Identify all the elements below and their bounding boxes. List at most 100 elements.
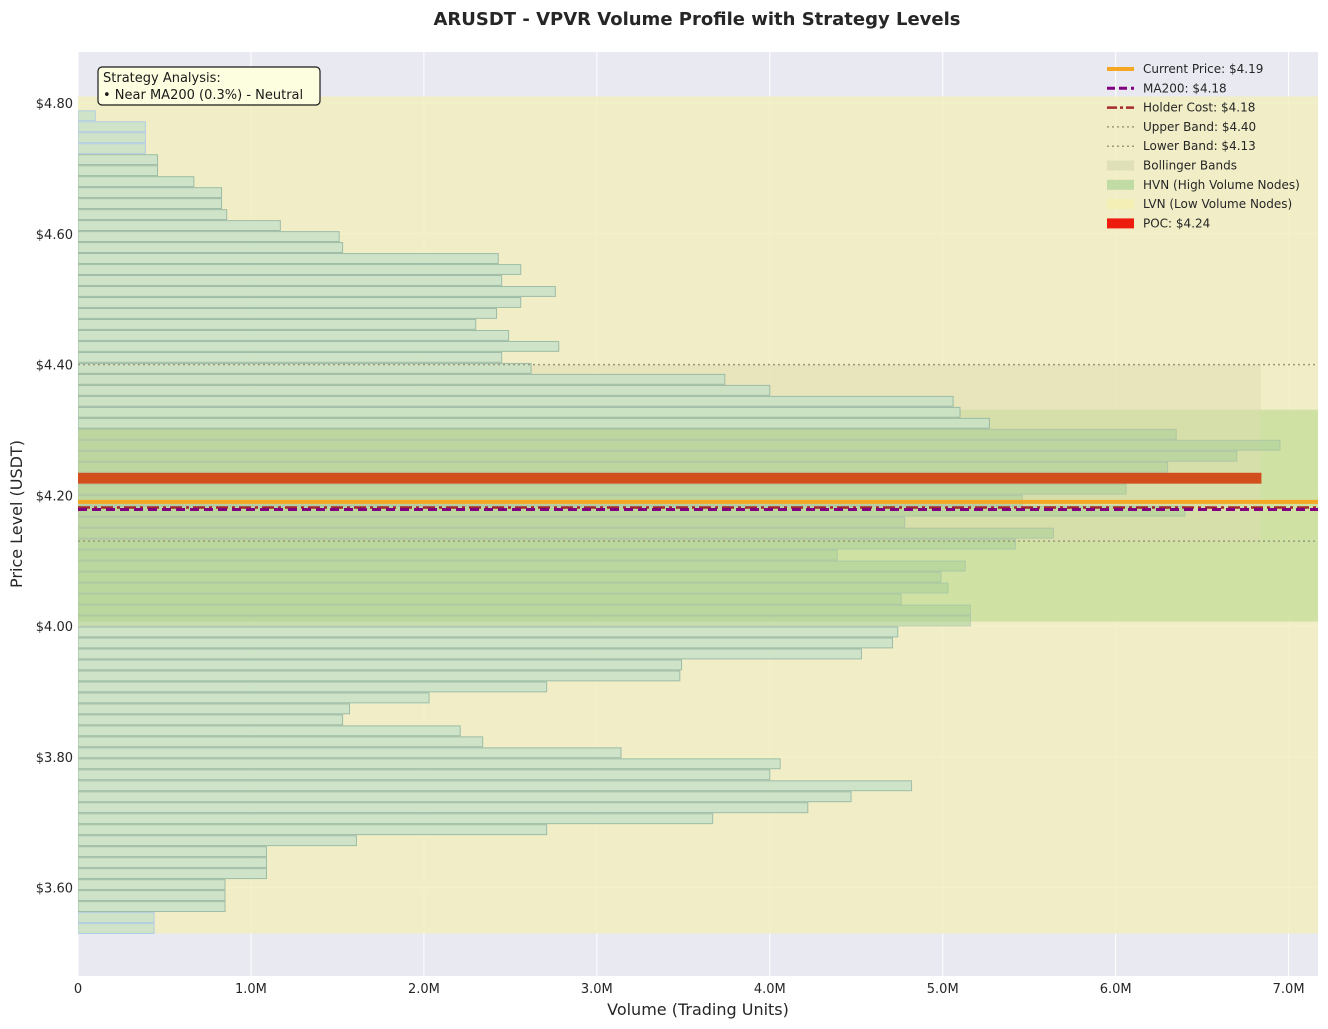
chart-title: ARUSDT - VPVR Volume Profile with Strate… — [433, 9, 960, 30]
volume-bar — [78, 439, 1281, 451]
y-tick-label: $4.80 — [36, 97, 73, 112]
y-axis-ticks: $3.60 $3.80 $4.00 $4.20 $4.40 $4.60 $4.80 — [36, 97, 73, 897]
legend-label: POC: $4.24 — [1143, 216, 1210, 230]
annotation-line-2: • Near MA200 (0.3%) - Neutral — [103, 88, 303, 103]
volume-bar — [78, 308, 498, 319]
volume-bars — [78, 110, 1281, 934]
volume-bar — [78, 857, 268, 869]
volume-bar — [78, 231, 340, 243]
legend-label: Holder Cost: $4.18 — [1143, 101, 1255, 115]
annotation-box — [97, 66, 321, 106]
legend-lvn-swatch — [1107, 199, 1134, 210]
volume-bar — [78, 187, 223, 199]
volume-bar — [78, 143, 146, 155]
legend-label: Bollinger Bands — [1143, 159, 1237, 173]
strategy-annotation: Strategy Analysis: • Near MA200 (0.3%) -… — [97, 66, 321, 106]
volume-bar — [78, 198, 223, 210]
volume-bar — [78, 253, 499, 264]
volume-bar — [78, 879, 226, 891]
x-tick-label: 4.0M — [754, 982, 786, 997]
volume-bar — [78, 813, 714, 825]
volume-bar — [78, 615, 971, 627]
legend-label: Lower Band: $4.13 — [1143, 139, 1256, 153]
volume-bar — [78, 747, 622, 759]
volume-bar — [78, 846, 268, 858]
x-tick-label: 3.0M — [581, 982, 613, 997]
volume-bar — [78, 835, 357, 847]
volume-bar — [78, 373, 726, 385]
volume-bar — [78, 923, 155, 934]
volume-bar — [78, 582, 949, 594]
volume-bar — [78, 483, 1127, 495]
volume-bar — [78, 154, 159, 166]
y-tick-label: $4.20 — [36, 489, 73, 504]
volume-bar — [78, 626, 899, 638]
volume-bar — [78, 758, 781, 770]
volume-bar — [78, 297, 522, 308]
volume-bar — [78, 593, 902, 605]
volume-bar — [78, 450, 1238, 462]
volume-bar — [78, 286, 556, 297]
volume-bar — [78, 329, 510, 341]
volume-bar — [78, 417, 990, 429]
volume-bar — [78, 242, 344, 253]
volume-bar — [78, 351, 503, 363]
volume-bar — [78, 428, 1177, 440]
volume-bar — [78, 670, 681, 682]
legend-label: Upper Band: $4.40 — [1143, 120, 1256, 134]
volume-bar — [78, 901, 226, 913]
volume-bar — [78, 637, 894, 649]
legend: Current Price: $4.19 MA200: $4.18 Holder C… — [1107, 62, 1300, 230]
legend-label: HVN (High Volume Nodes) — [1143, 178, 1300, 192]
volume-bar — [78, 121, 146, 133]
volume-bar — [78, 395, 954, 407]
x-tick-label: 7.0M — [1273, 982, 1305, 997]
volume-bar — [78, 176, 195, 188]
volume-bar — [78, 461, 1169, 473]
volume-bar — [78, 604, 971, 616]
volume-bar — [78, 692, 430, 704]
y-tick-label: $4.00 — [36, 620, 73, 635]
volume-bar — [78, 406, 961, 418]
y-axis-label: Price Level (USDT) — [7, 440, 26, 588]
x-tick-label: 0 — [74, 982, 82, 997]
volume-bar — [78, 868, 268, 880]
x-tick-label: 6.0M — [1100, 982, 1132, 997]
x-axis-ticks: 0 1.0M 2.0M 3.0M 4.0M 5.0M 6.0M 7.0M — [74, 982, 1305, 997]
y-tick-label: $4.40 — [36, 359, 73, 374]
legend-poc-swatch — [1107, 218, 1134, 229]
y-tick-label: $4.60 — [36, 228, 73, 243]
volume-bar — [78, 912, 155, 924]
volume-bar — [78, 516, 906, 528]
volume-bar — [78, 165, 159, 177]
volume-bar — [78, 132, 146, 144]
volume-bar — [78, 209, 228, 221]
legend-bollinger-swatch — [1107, 160, 1134, 171]
volume-bar — [78, 736, 484, 748]
volume-bar — [78, 714, 344, 726]
legend-label: Current Price: $4.19 — [1143, 62, 1263, 76]
volume-bar — [78, 527, 1054, 539]
volume-bar — [78, 220, 281, 232]
volume-bar — [78, 560, 966, 572]
legend-label: LVN (Low Volume Nodes) — [1143, 197, 1292, 211]
volume-bar — [78, 780, 913, 792]
volume-bar — [78, 659, 683, 671]
volume-bar — [78, 791, 852, 803]
volume-bar — [78, 681, 548, 693]
volume-bar — [78, 110, 96, 122]
legend-hvn-swatch — [1107, 179, 1134, 190]
level-lines — [78, 363, 1318, 542]
volume-bar — [78, 725, 461, 737]
volume-bar — [78, 264, 522, 275]
annotation-line-1: Strategy Analysis: — [103, 71, 221, 86]
volume-bar — [78, 824, 548, 836]
volume-bar — [78, 384, 771, 396]
volume-bar — [78, 648, 862, 660]
x-axis-label: Volume (Trading Units) — [607, 1000, 789, 1019]
x-tick-label: 1.0M — [235, 982, 267, 997]
poc-bar — [78, 472, 1262, 484]
y-tick-label: $3.60 — [36, 882, 73, 897]
